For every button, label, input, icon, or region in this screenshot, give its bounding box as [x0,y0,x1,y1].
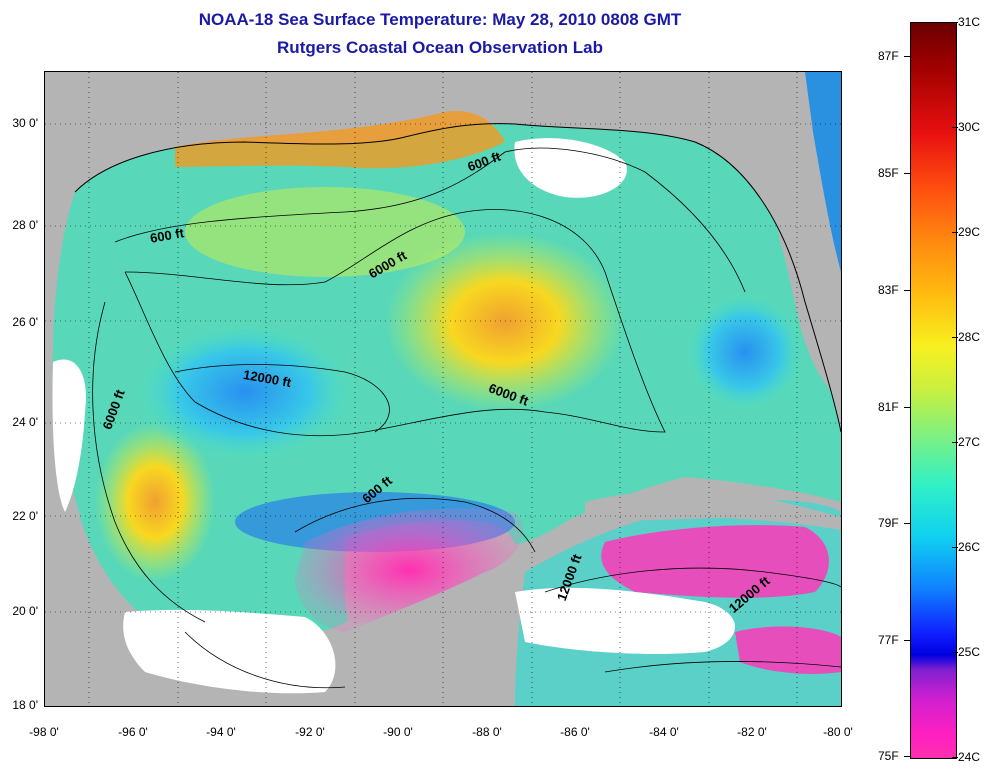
bathymetry-contours [92,147,841,689]
colorbar-label-c: 24C [958,750,981,764]
colorbar-label-f: 81F [878,400,899,414]
cold-pink-caribbean [601,525,829,598]
cold-pink-yucatan [295,508,524,632]
colorbar-label-f: 77F [878,633,899,647]
x-tick-label: -84 0' [649,725,679,739]
contour-600ft-west [92,301,206,623]
cuba-land [585,490,841,530]
warm-north [185,187,465,277]
contour-12000ft [174,364,390,433]
x-tick-label: -94 0' [206,725,236,739]
sst-map: 600 ft 600 ft 6000 ft 12000 ft 6000 ft 6… [44,71,842,707]
cloud-north [514,138,627,198]
warm-loop-current [385,232,625,412]
y-tick-label: 28 0' [12,218,38,232]
x-tick-label: -88 0' [472,725,502,739]
y-tick-label: 20 0' [12,604,38,618]
sst-map-canvas [45,72,841,706]
y-tick-label: 18 0' [12,698,38,712]
colorbar-label-c: 27C [958,435,981,449]
x-tick-label: -98 0' [29,725,59,739]
cloud-west [52,359,86,512]
x-tick-label: -90 0' [383,725,413,739]
warm-west [95,422,215,582]
contour-caribbean-2 [604,661,841,673]
cloud-caribbean [515,587,735,654]
graticule [45,72,841,706]
atlantic-water [805,72,841,272]
x-tick-label: -82 0' [737,725,767,739]
colorbar-label-c: 30C [958,120,981,134]
colorbar-label-c: 28C [958,330,981,344]
y-tick-label: 22 0' [12,509,38,523]
coastline [74,123,841,433]
colorbar-label-f: 83F [878,283,899,297]
cloud-south [123,609,336,694]
x-tick-label: -96 0' [118,725,148,739]
y-tick-label: 26 0' [12,315,38,329]
y-tick-label: 30 0' [12,116,38,130]
contour-bay [184,631,346,689]
temperature-colorbar [910,22,957,759]
contour-600ft-yucatan [294,497,536,553]
page-title: NOAA-18 Sea Surface Temperature: May 28,… [198,10,682,29]
colorbar-label-f: 75F [878,749,899,763]
contour-600ft-north [114,147,746,293]
colorbar-label-c: 26C [958,540,981,554]
coastal-warm-strip [175,111,505,169]
y-tick-label: 24 0' [12,415,38,429]
mexico-land [45,322,175,706]
page-subtitle: Rutgers Coastal Ocean Observation Lab [277,38,603,57]
x-tick-label: -92 0' [295,725,325,739]
contour-caribbean-1 [544,567,841,593]
colorbar-label-c: 31C [958,15,981,29]
x-tick-label: -80 0' [823,725,853,739]
colorbar-label-c: 25C [958,645,981,659]
cool-east [685,292,805,412]
x-tick-label: -86 0' [560,725,590,739]
contour-6000ft [124,209,666,437]
colorbar-label-f: 85F [878,166,899,180]
colorbar-label-c: 29C [958,225,981,239]
cool-central [135,322,355,462]
colorbar-label-f: 87F [878,49,899,63]
colorbar-label-f: 79F [878,516,899,530]
